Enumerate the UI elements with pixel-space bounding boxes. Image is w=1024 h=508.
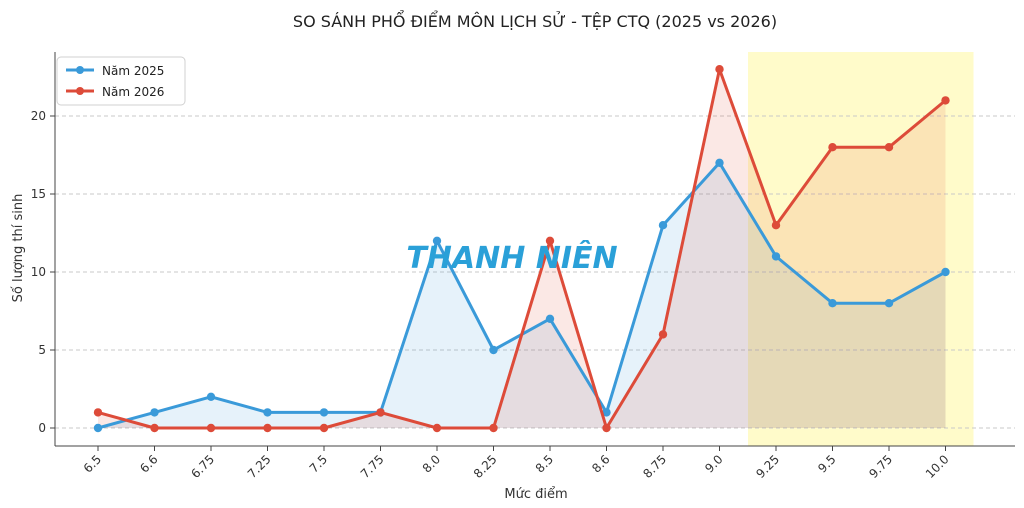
x-tick-label-0: 6.5 [81,452,104,475]
x-tick-label-3: 7.25 [245,452,274,481]
chart-title: SO SÁNH PHỔ ĐIỂM MÔN LỊCH SỬ - TỆP CTQ (… [293,10,777,31]
y-tick-label-20: 20 [31,109,46,123]
legend-label-2025: Năm 2025 [102,64,164,78]
point-1-11 [715,65,724,74]
x-tick-label-2: 6.75 [188,452,217,481]
point-0-15 [941,267,950,277]
y-tick-label-10: 10 [31,265,46,279]
x-tick-label-1: 6.6 [137,452,160,475]
x-tick-label-5: 7.75 [358,452,387,481]
x-tick-label-4: 7.5 [307,452,330,475]
point-1-0 [93,408,103,417]
series-area-0 [98,162,946,429]
point-1-10 [658,330,668,339]
point-0-0 [93,423,103,433]
legend-marker-2026 [76,87,84,95]
point-0-6 [432,236,442,245]
point-1-4 [319,423,329,433]
point-1-7 [489,423,498,433]
point-1-13 [828,143,837,152]
x-tick-label-9: 8.6 [589,452,612,475]
x-tick-label-15: 10.0 [923,452,952,481]
point-1-9 [602,423,611,433]
point-1-2 [206,423,216,433]
x-tick-label-14: 9.75 [866,452,895,481]
highlight-band [748,52,974,446]
point-1-1 [150,423,159,433]
point-1-6 [432,423,442,433]
x-tick-label-11: 9.0 [702,452,725,475]
point-1-3 [263,423,272,433]
point-0-11 [715,158,724,167]
point-0-13 [828,299,837,308]
point-0-1 [150,408,159,417]
point-0-4 [319,408,329,417]
y-tick-label-0: 0 [38,421,46,435]
series-line-1 [97,67,947,430]
point-0-9 [602,408,611,417]
point-1-5 [376,408,385,417]
x-tick-label-8: 8.5 [533,452,556,475]
point-1-12 [771,221,781,230]
y-axis-label: Số lượng thí sinh [11,194,26,303]
watermark: THANH NIÊN [406,240,617,276]
legend: Năm 2025 Năm 2026 [56,56,186,106]
y-tick-label-15: 15 [31,187,46,201]
x-tick-label-6: 8.0 [420,452,443,475]
point-1-8 [545,236,555,245]
y-tick-label-5: 5 [38,343,46,357]
point-0-2 [206,392,216,401]
x-axis-label: Mức điểm [504,487,567,502]
x-tick-label-12: 9.25 [753,452,782,481]
point-0-14 [884,299,894,308]
point-0-10 [658,221,668,230]
x-tick-label-10: 8.75 [640,452,669,481]
point-0-8 [545,314,555,323]
series-area-1 [98,69,946,428]
legend-label-2026: Năm 2026 [102,85,164,99]
point-0-7 [489,345,498,355]
x-tick-label-7: 8.25 [471,452,500,481]
point-0-3 [263,408,272,417]
point-1-15 [941,96,950,105]
x-tick-label-13: 9.5 [815,452,838,475]
point-1-14 [884,143,894,152]
legend-marker-2025 [76,66,84,74]
point-0-12 [771,252,781,261]
